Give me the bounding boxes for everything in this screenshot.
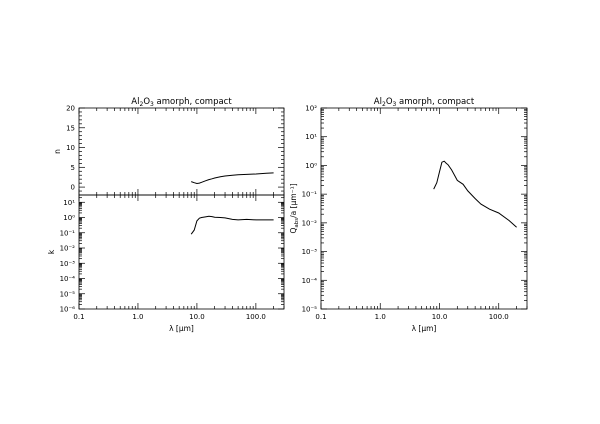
y-tick-label: 10¹ [63, 199, 75, 207]
y-tick-label: 10⁻³ [60, 260, 76, 268]
x-tick-label: 1.0 [375, 313, 386, 321]
y-tick-label: 10⁻⁵ [302, 306, 318, 314]
y-tick-label: 10⁻⁶ [60, 306, 76, 314]
x-tick-label: 1.0 [132, 313, 143, 321]
y-tick-label: 5 [71, 164, 75, 172]
y-tick-label: 20 [66, 105, 75, 113]
qabs-x-axis-label: λ [μm] [412, 324, 437, 333]
x-tick-label: 100.0 [489, 313, 509, 321]
n-curve [191, 172, 274, 185]
y-tick-label: 10⁻⁴ [302, 277, 318, 285]
n-y-axis-label: n [53, 149, 62, 154]
x-tick-label: 0.1 [73, 313, 84, 321]
y-tick-label: 0 [71, 184, 75, 192]
x-tick-label: 0.1 [315, 313, 326, 321]
y-tick-label: 10⁻² [60, 245, 76, 253]
x-tick-label: 10.0 [189, 313, 205, 321]
y-tick-label: 10⁻⁴ [60, 275, 76, 283]
x-tick-label: 10.0 [432, 313, 448, 321]
y-tick-label: 10⁻² [302, 219, 318, 227]
y-tick-label: 10⁻¹ [60, 229, 76, 237]
y-tick-label: 10⁻³ [302, 248, 318, 256]
y-tick-label: 10⁻⁵ [60, 290, 76, 298]
y-tick-label: 10 [66, 144, 75, 152]
k-x-axis-label: λ [μm] [169, 324, 194, 333]
y-tick-label: 10⁻¹ [302, 191, 318, 199]
qabs-curve [433, 160, 517, 228]
y-tick-label: 10⁰ [305, 162, 317, 170]
qabs-y-axis-label: Qabs/a [μm⁻¹] [289, 183, 300, 233]
x-tick-label: 100.0 [246, 313, 266, 321]
y-tick-label: 10² [305, 105, 317, 113]
k-plot-frame [78, 194, 285, 310]
qabs-panel-title: Al2O3 amorph, compact [374, 97, 475, 108]
y-tick-label: 10¹ [305, 133, 317, 141]
qabs-plot-frame [320, 107, 528, 310]
n-plot-frame [78, 107, 285, 196]
y-tick-label: 15 [66, 124, 75, 132]
k-y-axis-label: k [47, 249, 56, 254]
n-panel-title: Al2O3 amorph, compact [131, 97, 232, 108]
k-curve [190, 215, 274, 235]
y-tick-label: 10⁰ [63, 214, 75, 222]
